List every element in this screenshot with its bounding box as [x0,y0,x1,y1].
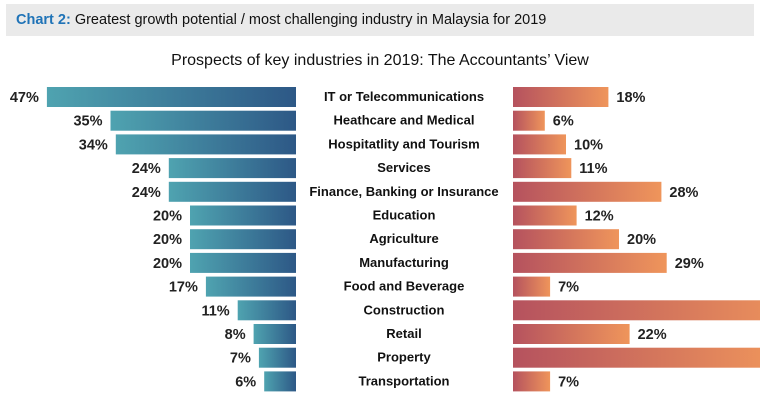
data-label-right: 6% [553,114,574,130]
category-label: Agriculture [369,231,438,246]
data-label-left: 17% [169,280,198,296]
bar-right [513,276,551,297]
category-label: IT or Telecommunications [324,89,484,104]
chart-header: Chart 2: Greatest growth potential / mos… [6,4,754,36]
bar-left [253,324,296,344]
data-label-right: 7% [558,374,579,390]
bar-left [205,276,296,297]
data-label-left: 7% [230,351,251,367]
bar-right [513,87,609,107]
bar-right [513,181,662,202]
bar-left [190,205,296,226]
chart-number-label: Chart 2: [16,12,71,28]
category-label: Construction [364,302,445,317]
bar-left [190,229,296,250]
category-label: Retail [386,326,421,341]
data-label-left: 20% [153,232,182,248]
category-label: Food and Beverage [344,279,465,294]
data-label-right: 29% [675,256,704,272]
data-label-right: 28% [669,185,698,201]
data-label-right: 20% [627,232,656,248]
chart-header-text: Greatest growth potential / most challen… [74,12,547,28]
data-label-left: 35% [73,114,102,130]
data-label-right: 11% [579,161,607,177]
data-label-right: 7% [558,280,579,296]
category-label: Services [377,160,431,175]
bar-left [190,252,296,273]
bar-left [237,300,296,321]
bar-left [46,87,297,107]
data-label-left: 24% [132,161,161,177]
data-label-left: 47% [10,90,39,106]
bar-right [513,252,667,273]
data-label-left: 20% [153,209,182,225]
bar-left [115,134,296,155]
bar-right [513,300,760,321]
data-label-left: 11% [201,303,229,319]
category-label: Hospitatlity and Tourism [328,136,479,151]
data-label-left: 8% [225,327,246,343]
data-label-right: 22% [638,327,667,343]
bar-right [513,371,551,392]
chart-title: Prospects of key industries in 2019: The… [171,52,589,69]
data-label-right: 18% [616,90,645,106]
category-label: Manufacturing [359,255,449,270]
bar-left [110,110,296,131]
category-label: Property [377,350,431,365]
data-label-left: 34% [79,137,108,153]
bar-left [168,158,296,179]
category-label: Transportation [358,373,449,388]
bar-right [513,347,760,368]
category-label: Finance, Banking or Insurance [309,184,498,199]
bar-right [513,134,566,155]
bar-right [513,324,630,344]
data-label-right: 10% [574,137,603,153]
bar-right [513,229,619,250]
data-label-right: 12% [585,209,614,225]
category-label: Education [373,208,436,223]
bar-left [264,371,296,392]
data-label-left: 6% [235,374,256,390]
bar-right [513,110,545,131]
data-label-left: 20% [153,256,182,272]
bar-right [513,205,577,226]
data-label-left: 24% [132,185,161,201]
category-label: Heathcare and Medical [334,113,475,128]
bar-left [258,347,296,368]
bar-left [168,181,296,202]
bar-right [513,158,572,179]
